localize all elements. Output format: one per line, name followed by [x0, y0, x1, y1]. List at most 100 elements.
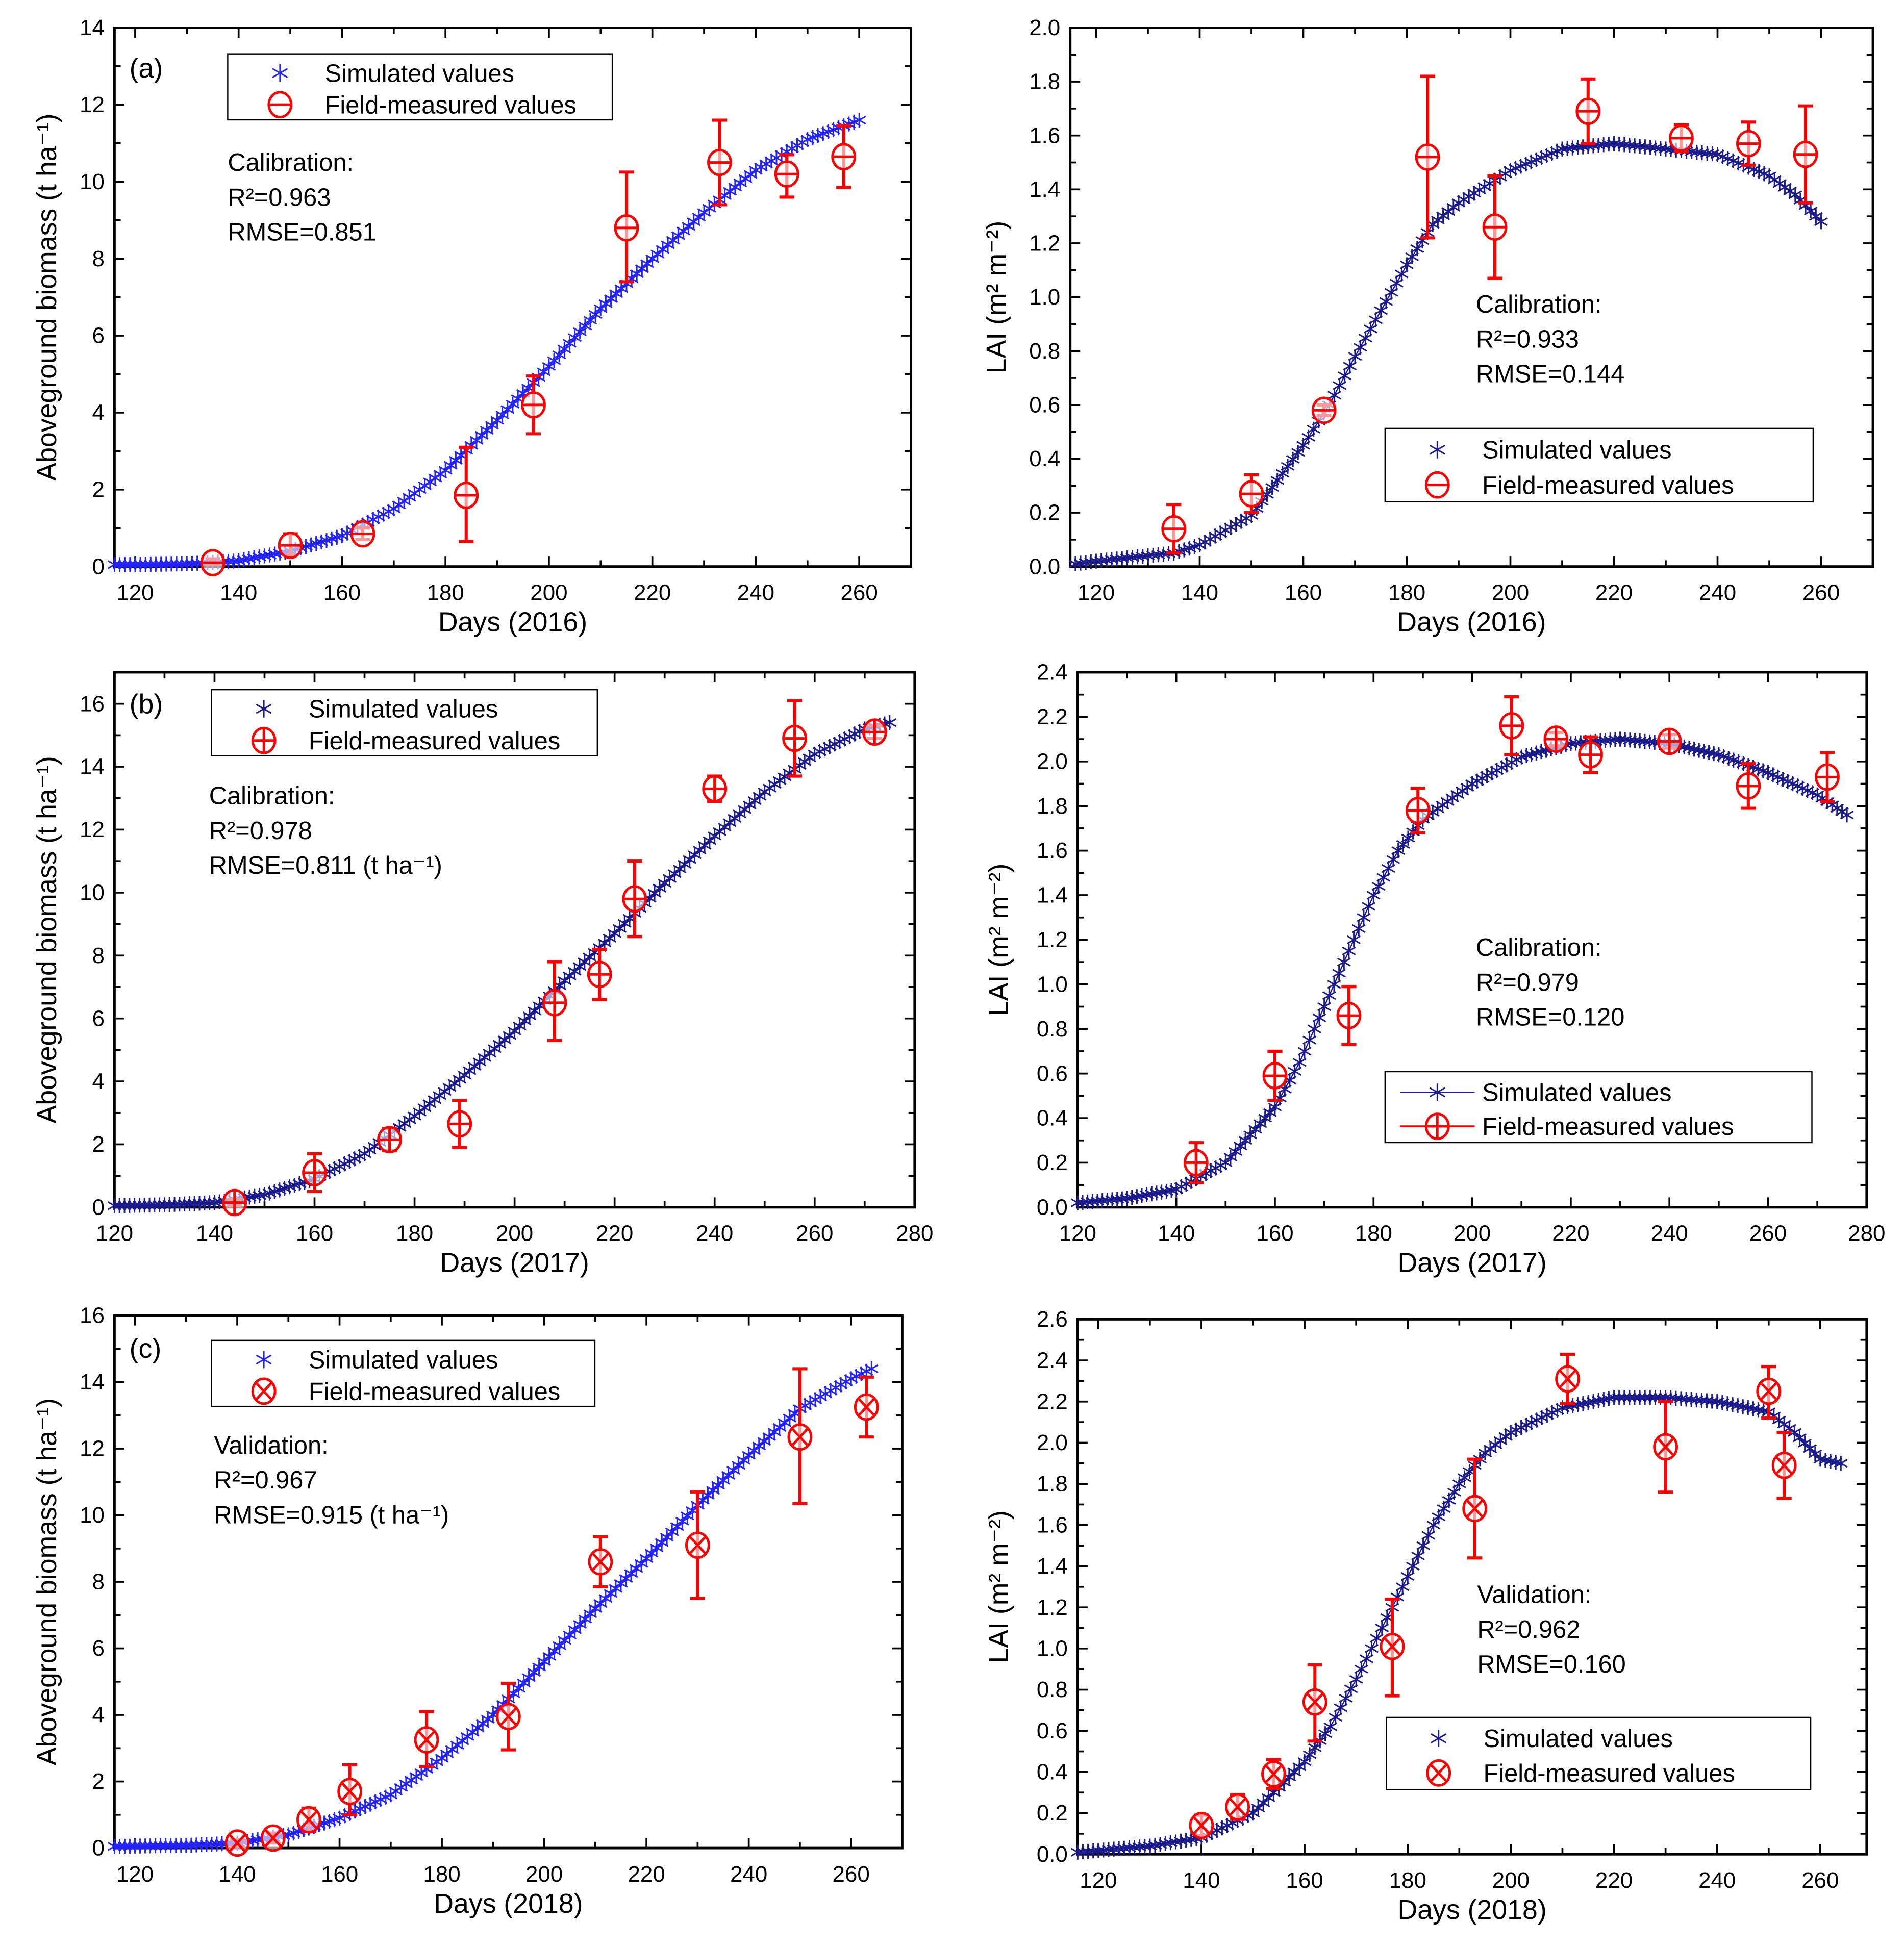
- simulated-point: [608, 929, 622, 938]
- simulated-point: [1627, 141, 1642, 150]
- simulated-point: [1442, 1496, 1456, 1505]
- marker-line: [1760, 1381, 1778, 1401]
- y-tick-label: 16: [80, 1303, 105, 1328]
- marker-line: [1430, 1763, 1448, 1783]
- y-tick-label: 8: [92, 943, 104, 968]
- simulated-point: [609, 1584, 623, 1593]
- y-tick-label: 12: [80, 817, 105, 842]
- x-tick-label: 220: [1552, 1221, 1589, 1246]
- simulated-point: [1684, 1395, 1698, 1404]
- x-tick-label: 220: [634, 580, 671, 605]
- simulated-point: [440, 1749, 454, 1758]
- simulated-point: [630, 269, 644, 279]
- simulated-point: [450, 1740, 464, 1750]
- y-tick-label: 0: [92, 1195, 104, 1220]
- measured-point: [337, 1778, 363, 1805]
- measured-point: [787, 1423, 813, 1451]
- x-tick-label: 180: [427, 580, 464, 605]
- annotation-line: Validation:: [1477, 1581, 1591, 1609]
- simulated-point: [1291, 448, 1305, 457]
- measured-point: [1183, 1149, 1209, 1177]
- measured-point: [1225, 1793, 1250, 1821]
- legend-box: [1386, 1716, 1812, 1790]
- y-tick-label: 0.4: [1037, 1106, 1068, 1131]
- simulated-point: [1411, 1551, 1425, 1560]
- x-tick-label: 240: [1651, 1221, 1688, 1246]
- simulated-point: [1814, 217, 1828, 226]
- simulated-point: [1358, 334, 1372, 343]
- measured-point: [454, 482, 479, 509]
- legend-measured-marker: [251, 1377, 277, 1405]
- simulated-point: [1416, 1541, 1430, 1550]
- simulated-point: [1323, 1722, 1338, 1731]
- simulated-point: [237, 555, 251, 565]
- simulated-point: [1376, 873, 1391, 882]
- simulated-point: [1302, 1750, 1317, 1759]
- simulated-point: [512, 1684, 525, 1693]
- x-tick-label: 160: [321, 1862, 358, 1887]
- x-tick-label: 120: [1080, 1868, 1117, 1893]
- x-tick-label: 180: [1388, 580, 1425, 605]
- simulated-point: [1648, 143, 1663, 153]
- y-axis-label: Aboveground biomass (t ha⁻¹): [32, 756, 62, 1123]
- measured-point: [496, 1703, 521, 1731]
- simulated-point: [1715, 1398, 1730, 1407]
- simulated-point: [800, 135, 815, 144]
- simulated-point: [599, 299, 613, 308]
- simulated-point: [314, 537, 329, 546]
- simulated-point: [387, 504, 401, 514]
- simulated-point: [460, 1732, 474, 1741]
- simulated-point: [588, 1604, 603, 1613]
- simulated-point: [1248, 1125, 1262, 1134]
- x-tick-label: 160: [1256, 1221, 1293, 1246]
- simulated-point: [655, 1538, 669, 1547]
- marker-line: [1306, 1692, 1324, 1712]
- x-tick-label: 120: [96, 1221, 133, 1246]
- simulated-point: [256, 703, 272, 714]
- simulated-point: [1809, 212, 1823, 221]
- x-tick-label: 160: [1285, 580, 1322, 605]
- simulated-point: [671, 231, 685, 240]
- simulated-point: [752, 1441, 766, 1451]
- x-tick-label: 240: [1698, 1868, 1736, 1893]
- simulated-point: [604, 294, 618, 303]
- y-tick-label: 10: [80, 169, 105, 194]
- panel-c-lai: 120 140 160 180 200 220 240 260 0.0 0.2 0.4 0.6 0.8 1…: [984, 1307, 1868, 1925]
- simulated-point: [1493, 1436, 1508, 1445]
- legend: Simulated values Field-measured values: [211, 1339, 596, 1407]
- x-tick-label: 180: [1355, 1221, 1392, 1246]
- simulated-point: [1446, 203, 1461, 212]
- simulated-point: [522, 1011, 537, 1021]
- simulated-point: [1251, 1803, 1265, 1813]
- simulated-point: [532, 1662, 546, 1672]
- y-tick-label: 4: [92, 1069, 104, 1094]
- panel-label: (a): [130, 53, 163, 84]
- simulated-point: [500, 405, 515, 414]
- simulated-point: [1297, 1047, 1312, 1056]
- simulated-point: [118, 560, 132, 569]
- measured-point: [1578, 741, 1603, 769]
- x-tick-label: 120: [1059, 1221, 1096, 1246]
- measured-point: [414, 1726, 439, 1754]
- simulated-point: [583, 1609, 597, 1618]
- y-tick-label: 0: [92, 554, 104, 579]
- simulated-point: [1187, 542, 1201, 551]
- simulated-point: [1643, 1393, 1657, 1402]
- x-tick-label: 280: [1848, 1221, 1885, 1246]
- legend: Simulated values Field-measured values: [227, 53, 613, 121]
- measured-point: [587, 960, 612, 989]
- simulated-point: [1705, 1397, 1719, 1406]
- simulated-point: [232, 556, 246, 565]
- legend-measured-marker: [1426, 1759, 1451, 1787]
- simulated-point: [445, 1745, 459, 1754]
- simulated-point: [1256, 1798, 1270, 1807]
- simulated-point: [1405, 252, 1419, 261]
- simulated-point: [113, 560, 127, 569]
- annotation-line: Calibration:: [209, 782, 335, 810]
- simulated-point: [268, 549, 282, 559]
- marker-line: [857, 1397, 875, 1417]
- simulated-point: [1381, 864, 1395, 873]
- simulated-point: [1400, 1572, 1415, 1581]
- x-tick-label: 200: [530, 580, 567, 605]
- y-tick-label: 4: [92, 1703, 104, 1728]
